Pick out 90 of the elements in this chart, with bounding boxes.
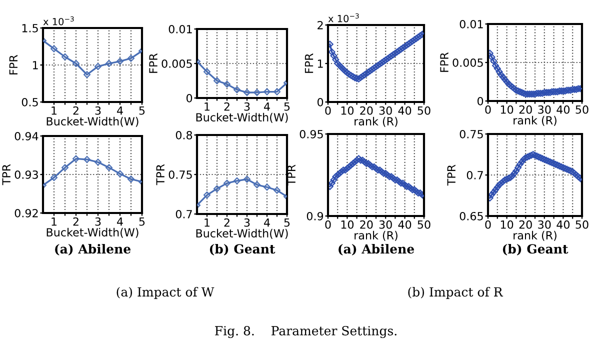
x-tick-label: 30 xyxy=(379,106,392,115)
x-tick-label: 50 xyxy=(576,220,588,229)
x-tick-label: 5 xyxy=(284,218,290,227)
y-axis-title: TPR xyxy=(2,164,10,186)
x-tick-label: 0 xyxy=(485,105,491,114)
x-tick-label: 3 xyxy=(244,102,250,111)
x-tick-label: 2 xyxy=(224,218,230,227)
x-axis-title: rank (R) xyxy=(514,116,556,126)
x-tick-label: 20 xyxy=(360,106,373,115)
y-axis-title: FPR xyxy=(9,54,18,74)
y-tick-label: 0.005 xyxy=(452,58,483,67)
text: (b) Impact of R xyxy=(408,286,504,300)
x-axis-title: rank (R) xyxy=(354,230,398,241)
x-tick-label: 5 xyxy=(139,106,145,115)
x-axis-title: Bucket-Width(W) xyxy=(46,228,138,238)
y-axis-title: TPR xyxy=(156,164,164,186)
y-tick-label: 0.75 xyxy=(168,170,192,179)
text: (b) Geant xyxy=(502,244,568,256)
y-tick-label: 0.95 xyxy=(300,130,323,138)
y-tick-label: 0.7 xyxy=(466,170,483,180)
text: (b) Geant xyxy=(210,244,276,256)
x-tick-label: 5 xyxy=(139,218,145,226)
x-tick-label: 40 xyxy=(556,220,570,229)
y-tick-label: 0 xyxy=(186,94,192,102)
y-tick-label: 0.5 xyxy=(22,98,38,106)
x-tick-label: 1 xyxy=(52,106,57,115)
x-tick-label: 50 xyxy=(418,106,430,115)
y-tick-label: 0.92 xyxy=(14,208,38,218)
y-tick-label: 0.9 xyxy=(306,212,324,220)
x-tick-label: 30 xyxy=(538,220,551,229)
x-tick-label: 10 xyxy=(341,220,354,229)
x-tick-label: 0 xyxy=(485,220,491,229)
x-tick-label: 1 xyxy=(52,218,57,226)
x-axis-title: Bucket-Width(W) xyxy=(196,112,288,123)
y-tick-label: 0.94 xyxy=(14,132,38,140)
y-tick-label: 2 xyxy=(318,20,323,30)
text: x 10$^{−3}$ xyxy=(43,16,74,26)
y-tick-label: 0.005 xyxy=(162,59,192,68)
x-tick-label: 10 xyxy=(500,220,514,229)
x-tick-label: 2 xyxy=(73,217,78,226)
y-axis-title: FPR xyxy=(440,52,448,72)
text: (a) Impact of W xyxy=(116,286,214,300)
x-tick-label: 10 xyxy=(341,106,354,115)
x-tick-label: 1 xyxy=(204,102,210,111)
x-tick-label: 5 xyxy=(284,102,290,111)
y-axis-title: TPR xyxy=(447,164,456,186)
y-tick-label: 1 xyxy=(32,61,38,70)
x-tick-label: 40 xyxy=(398,106,412,115)
x-tick-label: 2 xyxy=(73,106,78,115)
x-axis-title: rank (R) xyxy=(354,116,398,127)
y-tick-label: 0.93 xyxy=(14,170,38,179)
y-tick-label: 0.01 xyxy=(168,24,192,34)
x-tick-label: 30 xyxy=(538,105,551,114)
text: x 10$^{−3}$ xyxy=(328,13,359,22)
y-tick-label: 1.5 xyxy=(22,24,38,32)
y-tick-label: 0.8 xyxy=(176,130,192,140)
x-tick-label: 4 xyxy=(264,218,270,227)
x-tick-label: 1 xyxy=(204,218,210,227)
x-tick-label: 4 xyxy=(117,218,123,226)
y-tick-label: 0 xyxy=(477,96,484,106)
x-tick-label: 20 xyxy=(519,105,532,114)
y-tick-label: 1 xyxy=(318,60,323,68)
x-tick-label: 3 xyxy=(95,217,101,226)
y-tick-label: 0.65 xyxy=(460,212,483,220)
x-tick-label: 3 xyxy=(95,106,101,115)
x-axis-title: Bucket-Width(W) xyxy=(46,116,138,127)
text: (a) Abilene xyxy=(338,244,414,256)
x-tick-label: 20 xyxy=(360,220,373,229)
x-tick-label: 3 xyxy=(244,218,250,227)
x-tick-label: 10 xyxy=(500,105,514,114)
x-tick-label: 50 xyxy=(418,220,430,229)
y-tick-label: 0.7 xyxy=(176,210,192,218)
y-axis-title: FPR xyxy=(304,53,314,73)
x-tick-label: 50 xyxy=(576,105,588,114)
x-axis-title: rank (R) xyxy=(514,230,556,241)
caption: Fig. 8. Parameter Settings. xyxy=(215,326,396,338)
x-tick-label: 30 xyxy=(379,220,392,229)
x-tick-label: 4 xyxy=(117,106,123,115)
y-tick-label: 0.75 xyxy=(460,130,483,138)
x-tick-label: 40 xyxy=(556,105,570,114)
x-tick-label: 0 xyxy=(325,220,331,229)
x-tick-label: 4 xyxy=(264,102,270,111)
y-tick-label: 0.01 xyxy=(460,20,483,28)
text: (a) Abilene xyxy=(55,244,131,256)
x-tick-label: 20 xyxy=(519,220,532,229)
y-axis-title: FPR xyxy=(149,53,158,73)
x-tick-label: 0 xyxy=(325,106,331,115)
x-axis-title: Bucket-Width(W) xyxy=(196,228,288,239)
x-tick-label: 40 xyxy=(398,220,412,229)
x-tick-label: 2 xyxy=(224,102,230,111)
